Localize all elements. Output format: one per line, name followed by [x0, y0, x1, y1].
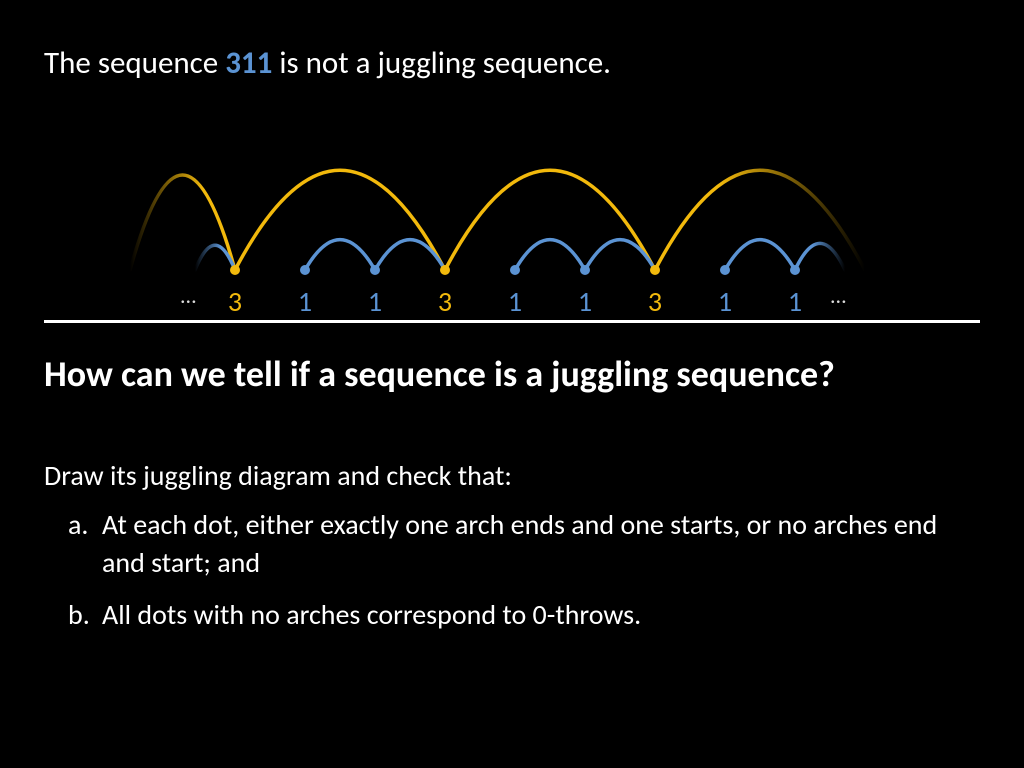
beat-dot — [370, 265, 380, 275]
arc — [515, 240, 585, 270]
beat-label: 3 — [200, 284, 270, 319]
beat-dot — [580, 265, 590, 275]
arc — [130, 175, 235, 270]
statement-suffix: is not a juggling sequence. — [272, 44, 611, 82]
statement-prefix: The sequence — [44, 44, 225, 82]
arc — [725, 240, 795, 270]
check-intro: Draw its juggling diagram and check that… — [44, 458, 512, 493]
arc — [235, 170, 445, 270]
beat-label: 1 — [550, 284, 620, 319]
beat-label: 1 — [480, 284, 550, 319]
beat-label: 3 — [410, 284, 480, 319]
beat-label: 1 — [760, 284, 830, 319]
beat-label: 1 — [690, 284, 760, 319]
beat-label: 1 — [270, 284, 340, 319]
arc — [795, 243, 845, 270]
ellipsis-left: ... — [180, 282, 197, 309]
question-heading: How can we tell if a sequence is a juggl… — [44, 352, 984, 397]
list-marker-b: b. — [68, 596, 102, 634]
arc — [305, 240, 375, 270]
beat-dot — [230, 265, 240, 275]
beat-label: 1 — [340, 284, 410, 319]
statement-line: The sequence 311 is not a juggling seque… — [44, 44, 611, 82]
arc — [655, 170, 865, 270]
arc — [585, 240, 655, 270]
arc — [375, 240, 445, 270]
ellipsis-right: ... — [830, 282, 847, 309]
list-item: a. At each dot, either exactly one arch … — [68, 506, 968, 582]
beat-dot — [300, 265, 310, 275]
arc — [445, 170, 655, 270]
beat-dot — [440, 265, 450, 275]
beat-dot — [790, 265, 800, 275]
beat-dot — [510, 265, 520, 275]
list-marker-a: a. — [68, 506, 102, 582]
beat-label: 3 — [620, 284, 690, 319]
list-item: b. All dots with no arches correspond to… — [68, 596, 968, 634]
check-list: a. At each dot, either exactly one arch … — [68, 506, 968, 647]
divider-line — [44, 320, 980, 323]
juggling-diagram: ... ... 311311311 — [0, 120, 1024, 300]
sequence-number: 311 — [225, 44, 272, 82]
beat-dot — [650, 265, 660, 275]
beat-dot — [720, 265, 730, 275]
list-text-b: All dots with no arches correspond to 0-… — [102, 596, 641, 634]
list-text-a: At each dot, either exactly one arch end… — [102, 506, 968, 582]
